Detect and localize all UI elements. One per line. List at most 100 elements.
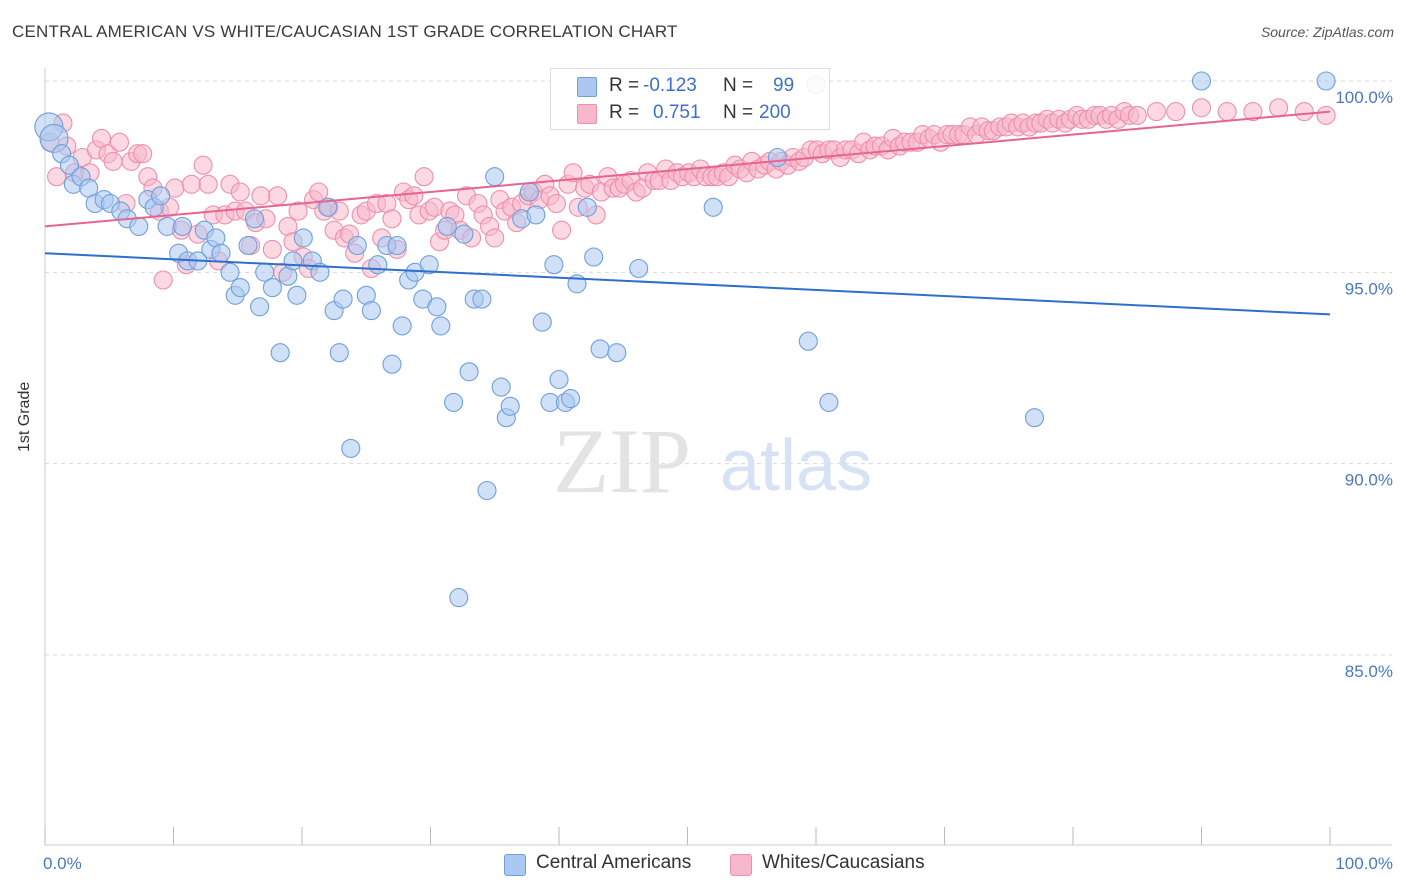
r-label: R = [609,75,640,96]
data-point [485,228,505,248]
data-point [519,182,539,202]
data-point [1217,102,1237,122]
data-point [544,255,564,275]
data-point [449,588,469,608]
data-point [431,316,451,336]
data-point [437,216,457,236]
data-point [459,362,479,382]
data-point [561,389,581,409]
data-point [47,167,67,187]
series-central-americans [34,71,1336,608]
data-point [238,235,258,256]
tick-labels: 85.0% 90.0% 95.0% 100.0% 0.0% 100.0% [43,88,1393,873]
legend-label: Whites/Caucasians [762,852,925,873]
data-point [287,285,307,305]
data-point [288,201,308,221]
data-point [552,220,572,240]
data-point [270,343,290,363]
data-point [129,216,149,236]
data-point [251,186,271,206]
data-point [532,312,552,332]
data-point [109,132,130,152]
series-legend: Central Americans Whites/Caucasians [0,852,1406,880]
data-point [310,262,330,282]
data-point [318,197,338,217]
data-point [347,235,367,256]
y-tick-label: 95.0% [1345,279,1393,298]
trend-line-whites-caucasians [44,110,1331,228]
r-value: -0.123 [643,75,697,96]
data-point [767,147,787,168]
data-point [283,251,303,271]
data-point [268,186,288,206]
data-point [491,377,511,397]
data-point [1127,105,1147,125]
blue-swatch [577,77,597,97]
data-point [427,297,447,317]
data-point [368,255,388,275]
data-point [563,163,583,183]
y-tick-label: 85.0% [1345,662,1393,681]
n-label: N = [723,102,754,123]
watermark-atlas: atlas [720,426,872,506]
data-point [361,301,381,321]
data-point [444,392,464,412]
data-point [1243,102,1263,122]
data-point [472,289,492,309]
data-point [1269,98,1289,118]
data-point [590,339,610,359]
data-point [262,278,282,298]
data-point [584,247,604,267]
data-point [798,331,818,351]
correlation-legend: R = -0.123 N = 99 R = 0.751 N = 200 [550,68,830,130]
data-point [293,228,313,248]
r-label: R = [609,102,640,123]
data-point [1166,102,1186,122]
data-point [382,354,402,374]
watermark-zip: ZIP [553,410,691,512]
data-point [333,289,353,309]
n-value: 200 [759,102,791,123]
x-tick-label: 100.0% [1335,854,1393,873]
trend-line-central-americans [44,252,1331,316]
data-point [404,186,424,206]
data-point [629,258,649,279]
data-point [703,197,723,217]
data-point [549,369,569,390]
data-point [1024,408,1045,428]
r-value: 0.751 [653,102,701,123]
chart-title: CENTRAL AMERICAN VS WHITE/CAUCASIAN 1ST … [12,22,678,41]
data-point [392,316,412,336]
n-value: 99 [773,75,795,96]
data-point [419,255,439,275]
data-point [1191,98,1212,118]
data-point [244,209,265,229]
data-point [1294,102,1314,122]
data-point [329,343,349,363]
data-point [454,224,474,244]
data-point [526,205,546,225]
data-point [1316,71,1336,91]
data-point [382,209,402,229]
x-tick-label: 0.0% [43,854,82,873]
data-point [546,193,566,214]
axes [44,68,1392,846]
data-point [262,239,282,259]
trend-lines [44,110,1331,316]
data-point [172,216,193,236]
data-point [485,167,505,187]
data-point [577,197,597,217]
data-point [819,392,839,412]
pink-swatch [577,104,597,124]
y-tick-label: 100.0% [1335,88,1393,107]
data-point [250,297,270,317]
data-point [1316,105,1336,125]
data-point [1146,102,1167,122]
legend-label: Central Americans [536,852,692,873]
data-point [1191,71,1212,91]
n-label: N = [723,75,754,96]
data-point [414,167,434,187]
data-point [607,343,627,363]
data-point [230,182,250,202]
